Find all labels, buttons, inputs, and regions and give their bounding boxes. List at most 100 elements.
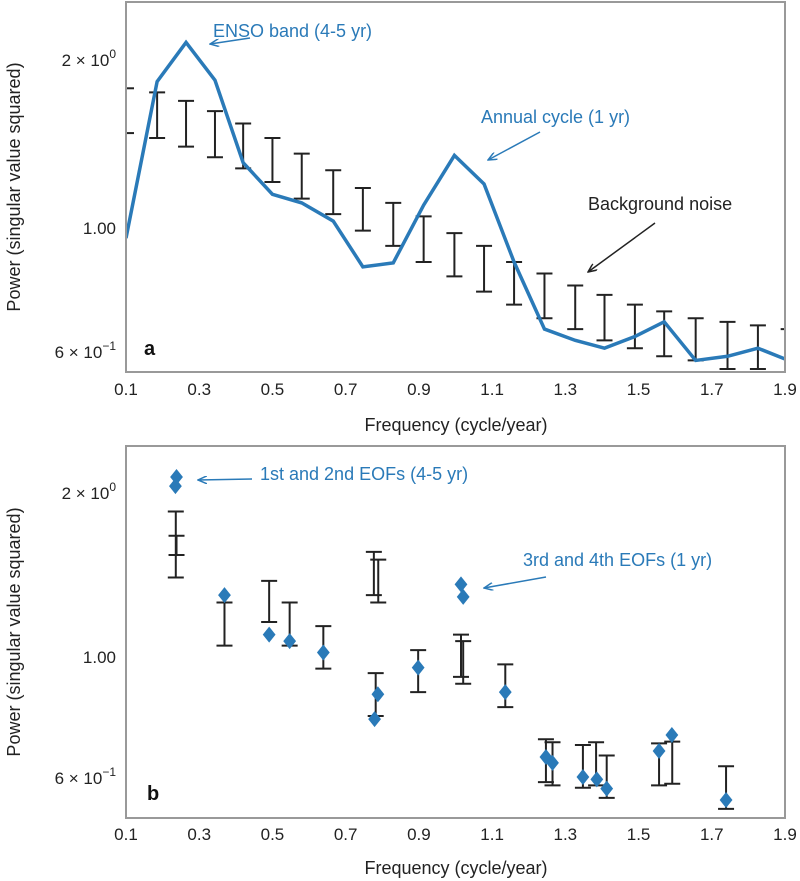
- y-tick-label: 2 × 100: [62, 480, 117, 503]
- error-bar: [126, 87, 134, 135]
- x-tick-label: 0.1: [114, 825, 138, 844]
- data-point-diamond: [283, 633, 297, 650]
- data-point-diamond: [454, 576, 468, 593]
- error-bar: [261, 579, 278, 624]
- data-point-diamond: [411, 659, 425, 676]
- data-point-diamond: [665, 726, 679, 743]
- panel-letter-a: a: [144, 338, 156, 360]
- data-point-diamond: [368, 711, 381, 728]
- data-point-diamond: [546, 754, 559, 771]
- x-tick-label: 1.7: [700, 380, 724, 399]
- data-point-diamond: [169, 478, 182, 495]
- error-bar: [656, 310, 673, 358]
- error-bar: [664, 740, 681, 785]
- error-bar: [780, 328, 785, 331]
- panel-letter-b: b: [147, 783, 159, 805]
- annotation-arrow-annual: [488, 131, 541, 160]
- x-tick-label: 1.3: [554, 825, 578, 844]
- x-tick-label: 0.1: [114, 380, 138, 399]
- y-tick-mantissa: 2 × 10: [62, 484, 110, 503]
- error-bar: [626, 303, 643, 350]
- x-tick-label: 0.3: [187, 380, 211, 399]
- data-point-diamond: [316, 644, 330, 661]
- y-tick-exponent: −1: [102, 765, 116, 779]
- plot-frame: [125, 1, 786, 373]
- data-point-diamond: [371, 686, 385, 703]
- x-tick-label: 1.1: [480, 380, 504, 399]
- y-tick-exponent: 0: [109, 480, 116, 494]
- plot-area: [167, 469, 735, 810]
- data-point-diamond: [218, 587, 231, 604]
- error-bar: [596, 293, 613, 342]
- x-axis-label-a: Frequency (cycle/year): [364, 415, 547, 435]
- error-bar: [216, 601, 233, 647]
- spectrum-line: [126, 39, 785, 363]
- error-bar: [354, 187, 371, 232]
- panel-b: 0.1 0.3 0.5 0.7 0.9 1.1 1.3 1.5 1.7 1.9 2 × 100 1.0…: [55, 445, 797, 844]
- y-axis-label-a: Power (singular value squared): [4, 62, 24, 311]
- error-bar: [149, 91, 166, 140]
- error-bar: [536, 272, 553, 320]
- data-point-diamond: [498, 684, 512, 701]
- data-point-diamond: [719, 792, 733, 809]
- y-tick-mantissa: 6 × 10: [55, 343, 103, 362]
- plot-frame: [125, 445, 786, 819]
- y-tick-label: 1.00: [83, 219, 116, 238]
- error-bar: [567, 284, 584, 331]
- data-point-diamond: [590, 771, 604, 788]
- x-tick-label: 0.3: [187, 825, 211, 844]
- error-bar: [476, 244, 493, 293]
- y-tick-mantissa: 1.00: [83, 219, 116, 238]
- y-tick-exponent: −1: [102, 339, 116, 353]
- x-tick-label: 1.9: [773, 825, 797, 844]
- error-bar: [506, 261, 523, 306]
- y-tick-label: 6 × 10−1: [55, 339, 117, 362]
- data-point-diamond: [456, 588, 470, 605]
- y-tick-mantissa: 6 × 10: [55, 769, 103, 788]
- data-point-diamond: [600, 780, 614, 797]
- error-bar: [206, 110, 223, 159]
- x-tick-label: 1.9: [773, 380, 797, 399]
- x-tick-label: 0.5: [261, 825, 285, 844]
- x-axis-label-b: Frequency (cycle/year): [364, 858, 547, 878]
- data-point-diamond: [652, 742, 666, 759]
- annotation-arrow-noise: [588, 222, 656, 272]
- y-tick-exponent: 0: [109, 47, 116, 61]
- annotation-arrow-eofs-1-2: [198, 479, 253, 480]
- error-bar: [264, 137, 281, 183]
- plot-area: [126, 39, 785, 370]
- x-tick-label: 0.7: [334, 825, 358, 844]
- annotation-annual-cycle: Annual cycle (1 yr): [481, 107, 630, 127]
- x-tick-label: 1.7: [700, 825, 724, 844]
- y-tick-label: 2 × 100: [62, 47, 117, 70]
- error-bar: [325, 169, 342, 216]
- annotation-enso-band: ENSO band (4-5 yr): [213, 21, 372, 41]
- error-bar: [446, 232, 463, 278]
- panel-a: 0.1 0.3 0.5 0.7 0.9 1.1 1.3 1.5 1.7 1.9 2 × 100 1.0…: [55, 1, 797, 399]
- y-tick-label: 1.00: [83, 648, 116, 667]
- x-tick-label: 0.9: [407, 825, 431, 844]
- y-axis-label-b: Power (singular value squared): [4, 507, 24, 756]
- x-tick-label: 0.5: [261, 380, 285, 399]
- y-tick-label: 6 × 10−1: [55, 765, 117, 788]
- error-bar: [178, 99, 195, 148]
- error-bar: [293, 152, 310, 200]
- error-bar: [455, 640, 472, 685]
- x-tick-label: 1.5: [627, 380, 651, 399]
- y-tick-mantissa: 2 × 10: [62, 51, 110, 70]
- data-point-diamond: [262, 626, 276, 643]
- annotation-eofs-3-4: 3rd and 4th EOFs (1 yr): [523, 550, 712, 570]
- data-point-diamond: [576, 768, 590, 785]
- error-bar: [365, 550, 382, 597]
- x-tick-label: 1.5: [627, 825, 651, 844]
- annotation-arrow-enso: [210, 37, 251, 44]
- annotation-arrow-eofs-3-4: [484, 576, 547, 588]
- error-bar: [719, 320, 736, 370]
- error-bar: [168, 534, 185, 556]
- annotation-eofs-1-2: 1st and 2nd EOFs (4-5 yr): [260, 464, 468, 484]
- x-tick-label: 1.3: [554, 380, 578, 399]
- error-bar: [385, 201, 402, 247]
- y-tick-mantissa: 1.00: [83, 648, 116, 667]
- error-bar: [415, 215, 432, 264]
